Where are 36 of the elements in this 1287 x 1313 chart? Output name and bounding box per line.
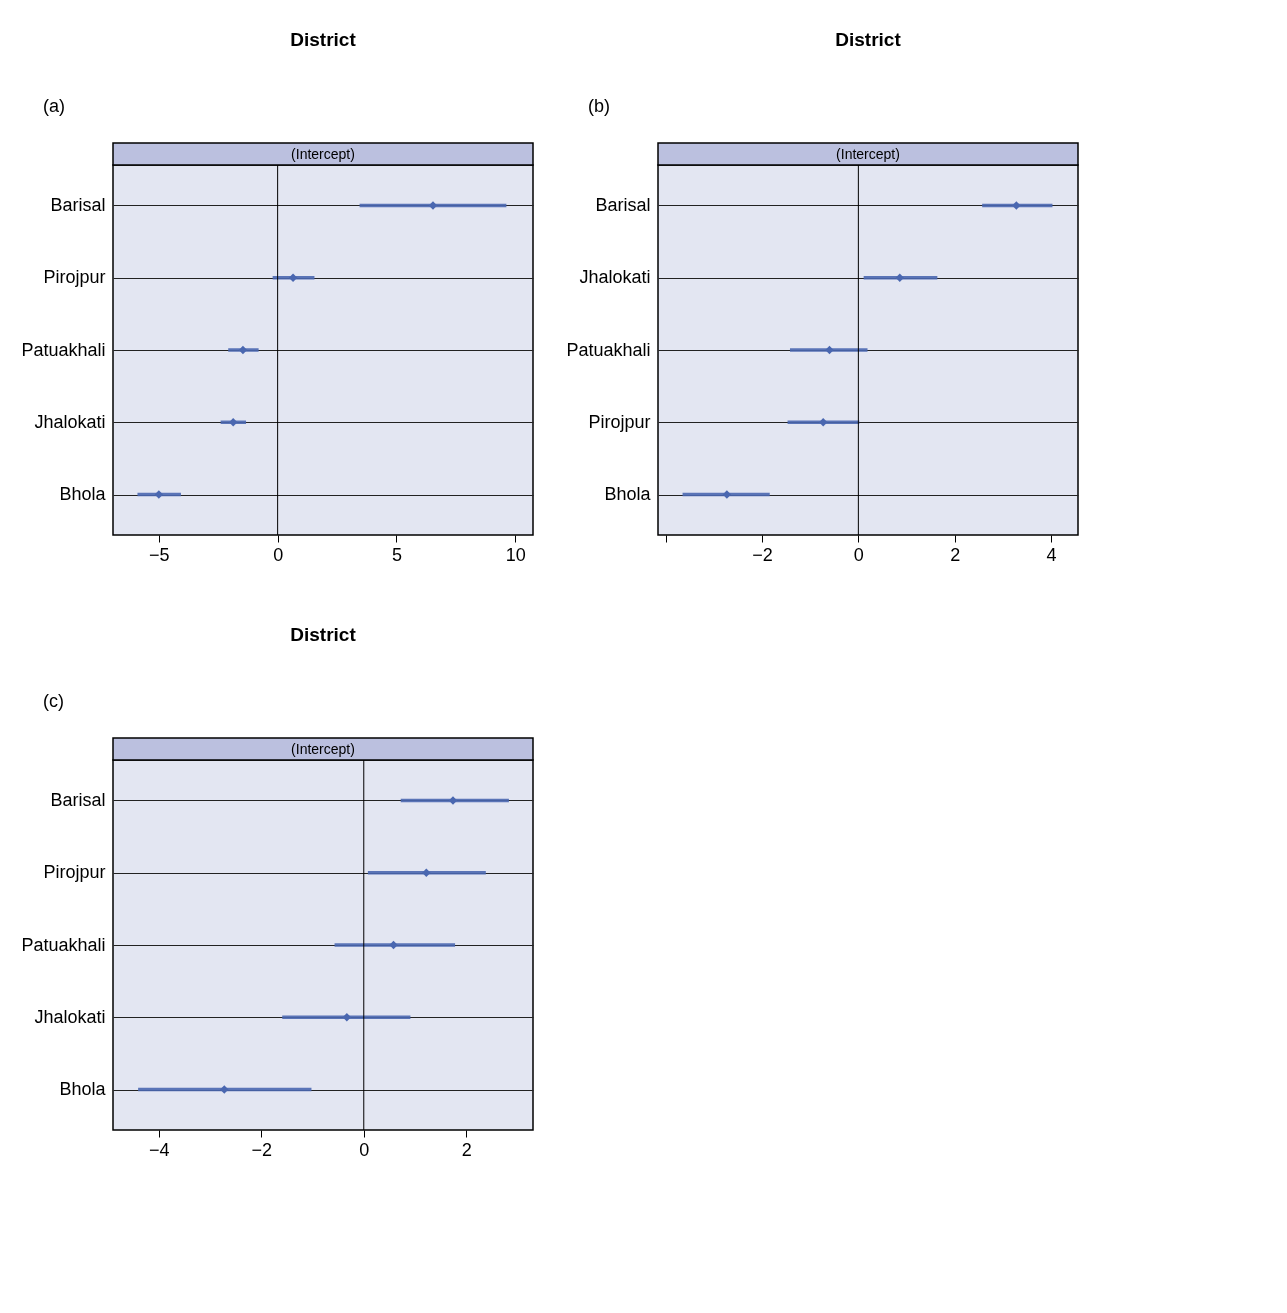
y-tick-label: Bhola	[604, 484, 652, 505]
x-tick-label: 0	[853, 544, 864, 565]
x-tick-label: −5	[149, 544, 170, 565]
x-tick-label: 2	[461, 1139, 472, 1160]
y-tick-label: Bhola	[59, 484, 107, 505]
text: (Intercept)	[836, 146, 900, 162]
x-tick-label: −2	[251, 1139, 272, 1160]
chart-title: District	[290, 29, 357, 50]
y-tick-label: Patuakhali	[21, 339, 106, 360]
chart-title: District	[290, 624, 357, 645]
y-tick-label: Pirojpur	[43, 862, 106, 883]
x-tick-label: −2	[752, 544, 773, 565]
y-tick-label: Pirojpur	[43, 267, 106, 288]
x-tick-label: 0	[273, 544, 284, 565]
text: (b)	[588, 96, 610, 116]
y-tick-label: Pirojpur	[588, 411, 651, 432]
x-tick-label: 5	[391, 544, 402, 565]
x-tick-label: 2	[950, 544, 961, 565]
y-tick-label: Jhalokati	[579, 267, 651, 288]
y-tick-label: Patuakhali	[566, 339, 651, 360]
x-tick-label: 10	[505, 544, 526, 565]
text: (Intercept)	[291, 741, 355, 757]
y-tick-label: Barisal	[595, 194, 651, 215]
text: (a)	[43, 96, 65, 116]
chart-title: District	[835, 29, 902, 50]
y-tick-label: Jhalokati	[34, 1006, 106, 1027]
y-tick-label: Bhola	[59, 1079, 107, 1100]
x-tick-label: 4	[1046, 544, 1057, 565]
y-tick-label: Barisal	[50, 789, 106, 810]
y-tick-label: Patuakhali	[21, 934, 106, 955]
y-tick-label: Jhalokati	[34, 411, 106, 432]
x-tick-label: −4	[148, 1139, 170, 1160]
text: (Intercept)	[291, 146, 355, 162]
x-tick-label: 0	[359, 1139, 370, 1160]
y-tick-label: Barisal	[50, 194, 106, 215]
text: (c)	[43, 691, 64, 711]
